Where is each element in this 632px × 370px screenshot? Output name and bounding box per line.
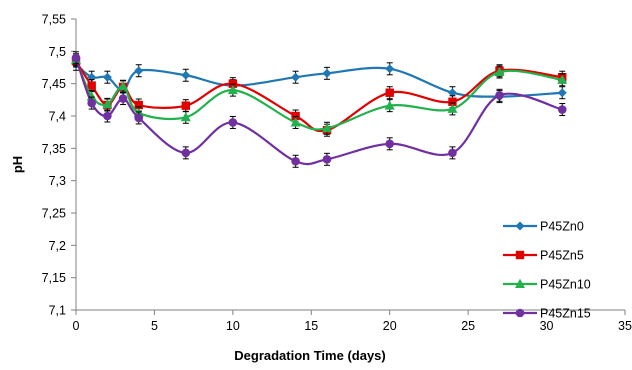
data-point [181, 101, 190, 110]
data-point [448, 148, 457, 158]
data-point [447, 103, 458, 113]
data-point [181, 70, 191, 80]
data-point [385, 139, 395, 149]
data-point [103, 111, 112, 121]
legend: P45Zn0 P45Zn5 P45Zn10 P45Zn15 [503, 220, 591, 321]
data-point [118, 81, 129, 91]
data-point [134, 113, 144, 123]
data-point [385, 64, 395, 74]
legend-item-P45Zn10: P45Zn10 [503, 278, 591, 292]
data-point [322, 68, 332, 78]
legend-item-P45Zn5: P45Zn5 [503, 249, 584, 263]
series-P45Zn0 [71, 57, 567, 104]
data-point [384, 100, 395, 110]
data-point [87, 81, 96, 90]
y-tick-label: 7,15 [42, 271, 66, 285]
data-point [494, 66, 505, 77]
data-point [291, 156, 300, 166]
y-tick-label: 7,1 [49, 304, 66, 318]
data-point [322, 155, 332, 164]
series-group [71, 51, 568, 168]
data-point [181, 148, 191, 158]
series-line [75, 63, 563, 98]
data-point [385, 88, 394, 97]
data-point [134, 100, 143, 110]
legend-item-P45Zn15: P45Zn15 [503, 307, 591, 321]
y-tick-label: 7,25 [42, 207, 66, 221]
data-point [290, 117, 301, 127]
y-tick-label: 7,5 [49, 45, 66, 59]
legend-label: P45Zn10 [540, 278, 591, 292]
x-axis-title: Degradation Time (days) [234, 348, 385, 363]
data-point [291, 72, 301, 82]
data-point [228, 118, 238, 127]
series-P45Zn10 [71, 53, 568, 135]
x-tick-label: 25 [461, 319, 475, 333]
data-point [227, 84, 238, 95]
data-point [321, 123, 332, 133]
y-tick-label: 7,55 [42, 13, 66, 27]
data-point [180, 112, 191, 122]
legend-label: P45Zn5 [540, 249, 584, 263]
y-tick-label: 7,4 [49, 110, 66, 124]
data-point [71, 53, 81, 63]
legend-label: P45Zn15 [540, 307, 591, 321]
x-tick-label: 5 [151, 319, 158, 333]
x-tick-label: 0 [73, 319, 80, 333]
data-point [495, 91, 504, 100]
axes: 7,1 7,15 7,2 7,25 7,3 7,35 7,4 7,45 7,5 7,55 0 5 10 1… [42, 13, 632, 334]
x-tick-label: 35 [618, 319, 632, 333]
data-point [118, 94, 128, 103]
legend-swatch-marker [515, 250, 525, 260]
x-tick-label: 15 [304, 319, 318, 333]
y-tick-label: 7,45 [42, 77, 66, 91]
y-tick-label: 7,35 [42, 142, 66, 156]
data-point [102, 99, 113, 109]
data-point [557, 88, 567, 98]
x-tick-label: 10 [226, 319, 240, 333]
y-tick-label: 7,3 [49, 174, 66, 188]
legend-item-P45Zn0: P45Zn0 [503, 220, 584, 234]
legend-label: P45Zn0 [540, 220, 584, 234]
series-P45Zn15 [71, 51, 567, 168]
data-point [87, 98, 96, 108]
x-tick-label: 30 [540, 319, 554, 333]
y-tick-label: 7,2 [49, 239, 66, 253]
legend-swatch-marker [515, 308, 525, 318]
data-point [102, 72, 112, 82]
legend-swatch-marker [515, 278, 525, 288]
data-point [557, 105, 567, 114]
data-point [557, 74, 568, 84]
x-tick-label: 20 [383, 319, 397, 333]
data-point [448, 97, 457, 106]
data-point [134, 66, 144, 76]
data-point [447, 88, 457, 98]
y-axis-title: pH [10, 156, 25, 173]
legend-swatch-marker [515, 221, 525, 231]
